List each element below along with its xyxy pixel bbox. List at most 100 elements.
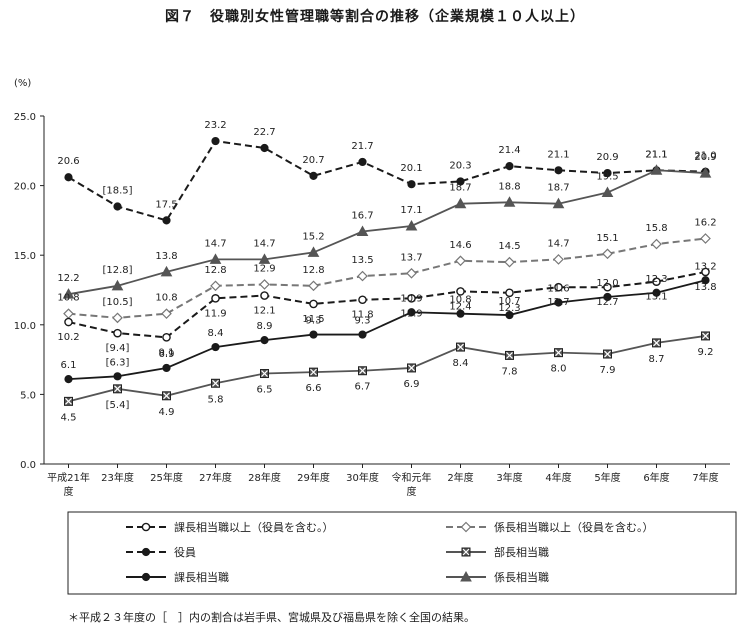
legend-item: 役員 <box>126 545 196 559</box>
data-point <box>64 396 73 406</box>
data-point <box>258 253 271 264</box>
x-tick-label: 30年度 <box>346 471 379 484</box>
data-label: 21.1 <box>645 149 667 160</box>
legend-label: 部長相当職 <box>494 545 549 559</box>
series-line <box>68 279 706 380</box>
data-point <box>211 342 220 352</box>
data-point <box>210 280 221 292</box>
legend: 課長相当職以上（役員を含む。） 係長相当職以上（役員を含む。） 役員 部長相当職課長相… <box>67 511 737 595</box>
data-label: [12.8] <box>102 265 132 276</box>
data-label: 6.9 <box>404 379 420 390</box>
data-label: 4.9 <box>159 407 175 418</box>
y-tick-label: 0.0 <box>20 460 36 471</box>
marker-cross <box>457 343 464 351</box>
data-label: 4.5 <box>61 412 77 423</box>
data-label: 20.6 <box>57 156 79 167</box>
legend-item: 課長相当職以上（役員を含む。） <box>126 520 334 534</box>
series-3 <box>64 267 710 342</box>
data-label: 21.0 <box>694 151 716 162</box>
data-label: 12.4 <box>449 301 471 312</box>
x-tick-label: 27年度 <box>199 471 232 484</box>
y-tick-label: 25.0 <box>14 112 36 123</box>
legend-box <box>67 511 737 595</box>
data-point <box>211 136 220 146</box>
data-label: 8.4 <box>208 328 224 339</box>
data-point <box>113 384 122 394</box>
data-point <box>64 173 73 182</box>
data-point <box>358 295 367 305</box>
data-label: 10.7 <box>498 296 520 307</box>
legend-label: 役員 <box>174 545 196 559</box>
data-label: 12.0 <box>596 278 618 289</box>
series-2 <box>63 233 711 324</box>
data-point <box>160 265 173 277</box>
series-5 <box>64 331 710 406</box>
data-label: 18.8 <box>498 181 520 192</box>
marker-cross <box>359 367 366 375</box>
data-point <box>309 330 318 339</box>
data-label: 14.6 <box>449 240 471 251</box>
data-label: 15.1 <box>596 233 618 244</box>
data-point <box>603 282 612 292</box>
data-point <box>357 270 368 282</box>
data-label: 11.5 <box>302 314 324 325</box>
y-tick-label: 20.0 <box>14 182 36 193</box>
data-label: 20.7 <box>302 155 324 166</box>
data-point <box>162 391 171 401</box>
data-point <box>603 292 612 302</box>
series-line <box>67 139 706 222</box>
data-point <box>161 308 172 320</box>
marker-cross <box>702 332 709 340</box>
data-label: 12.7 <box>547 297 569 308</box>
data-label: 6.9 <box>159 349 175 360</box>
x-tick-label: 7年度 <box>692 471 718 484</box>
data-label: 13.8 <box>155 251 177 262</box>
data-point <box>209 253 222 264</box>
data-label: 11.8 <box>351 310 373 321</box>
marker-cross <box>506 351 513 359</box>
data-point <box>260 336 269 345</box>
x-tick-label: 平成21年 <box>47 471 90 484</box>
data-point <box>603 349 612 359</box>
data-label: 13.2 <box>694 261 716 272</box>
chart-title: 図７ 役職別女性管理職等割合の推移（企業規模１０人以上） <box>165 9 585 25</box>
x-tick-label: 23年度 <box>101 471 134 484</box>
x-tick-label: 3年度 <box>496 471 522 484</box>
data-point <box>260 291 269 300</box>
data-label: 16.7 <box>351 211 373 222</box>
y-tick-label: 5.0 <box>20 390 36 401</box>
data-label-layer: 20.6 [18.5] 17.5 23.2 22.7 20.7 21.7 20.1 20.3 21… <box>57 120 716 423</box>
data-point <box>701 267 710 277</box>
data-point <box>62 288 75 299</box>
data-point <box>460 521 472 533</box>
data-point <box>456 287 465 296</box>
data-label: 13.1 <box>645 292 667 303</box>
data-label: 21.4 <box>498 145 520 156</box>
data-point <box>505 350 514 360</box>
marker-cross <box>114 385 121 393</box>
data-point <box>460 570 472 582</box>
data-point <box>407 363 416 373</box>
data-label: 10.8 <box>449 295 471 306</box>
x-tick-label: 令和元年 <box>392 471 432 484</box>
data-point <box>407 294 416 303</box>
data-point <box>650 164 663 175</box>
data-label: 22.7 <box>253 127 275 138</box>
data-point <box>554 282 563 292</box>
data-point <box>111 279 124 291</box>
legend-label: 係長相当職 <box>494 570 549 584</box>
data-point <box>505 162 514 171</box>
data-point <box>504 256 515 268</box>
data-label: 20.9 <box>694 152 716 163</box>
data-label: 13.8 <box>694 282 716 293</box>
data-label: 17.5 <box>155 199 177 210</box>
data-point <box>456 342 465 352</box>
data-point <box>358 330 367 339</box>
series-1 <box>62 164 712 299</box>
data-label: [10.5] <box>102 297 132 308</box>
footnote: ＊平成２３年度の［ ］内の割合は岩手県、宮城県及び福島県を除く全国の結果。 <box>68 611 475 624</box>
legend-label: 課長相当職以上（役員を含む。） <box>174 520 334 534</box>
data-point <box>112 312 123 324</box>
data-label: 13.5 <box>351 255 373 266</box>
data-point <box>113 202 122 211</box>
